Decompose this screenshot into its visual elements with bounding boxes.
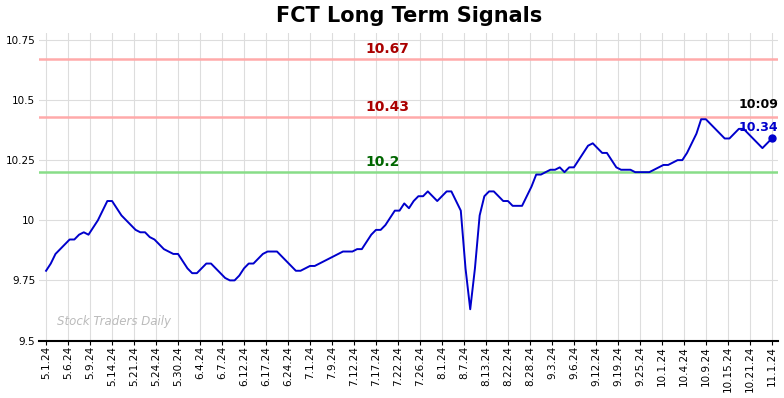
Text: 10.67: 10.67 [365,42,409,56]
Text: 10:09: 10:09 [739,98,779,111]
Title: FCT Long Term Signals: FCT Long Term Signals [276,6,542,25]
Text: 10.43: 10.43 [365,100,409,114]
Text: 10.2: 10.2 [365,155,400,169]
Text: Stock Traders Daily: Stock Traders Daily [57,316,171,328]
Text: 10.34: 10.34 [739,121,779,134]
